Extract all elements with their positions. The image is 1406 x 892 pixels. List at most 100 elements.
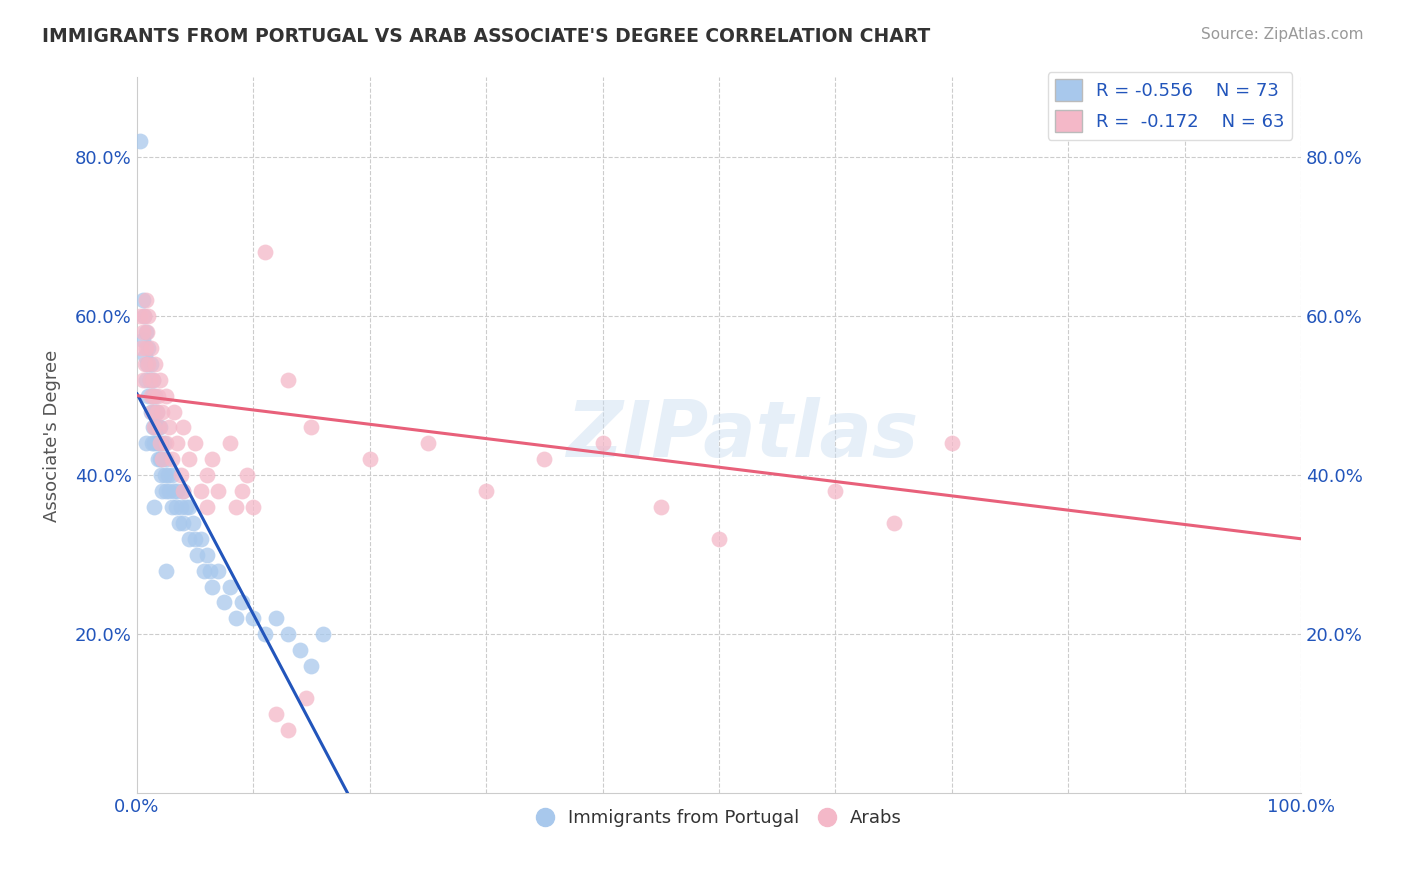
Point — [172, 484, 194, 499]
Point — [201, 452, 224, 467]
Point — [138, 341, 160, 355]
Point — [707, 532, 730, 546]
Point — [150, 404, 173, 418]
Point — [143, 420, 166, 434]
Point — [131, 293, 153, 308]
Point — [157, 484, 180, 499]
Point — [150, 484, 173, 499]
Point — [149, 420, 172, 434]
Point — [170, 468, 193, 483]
Point — [135, 436, 157, 450]
Point — [155, 389, 177, 403]
Point — [299, 659, 322, 673]
Point — [131, 333, 153, 347]
Text: ZIPatlas: ZIPatlas — [567, 398, 918, 474]
Point — [139, 341, 162, 355]
Point — [143, 404, 166, 418]
Point — [139, 404, 162, 418]
Point — [150, 452, 173, 467]
Point — [138, 309, 160, 323]
Point — [157, 420, 180, 434]
Point — [475, 484, 498, 499]
Point — [207, 564, 229, 578]
Point — [165, 500, 187, 514]
Point — [195, 500, 218, 514]
Point — [136, 325, 159, 339]
Point — [138, 389, 160, 403]
Point — [592, 436, 614, 450]
Point — [145, 420, 167, 434]
Point — [146, 389, 169, 403]
Point — [225, 500, 247, 514]
Point — [172, 516, 194, 530]
Point — [152, 436, 174, 450]
Point — [225, 611, 247, 625]
Point — [148, 420, 170, 434]
Point — [150, 436, 173, 450]
Point — [142, 373, 165, 387]
Point — [138, 373, 160, 387]
Point — [312, 627, 335, 641]
Point — [135, 293, 157, 308]
Point — [153, 468, 176, 483]
Point — [135, 325, 157, 339]
Point — [163, 404, 186, 418]
Point — [166, 484, 188, 499]
Y-axis label: Associate's Degree: Associate's Degree — [44, 350, 60, 522]
Point — [195, 468, 218, 483]
Point — [139, 389, 162, 403]
Point — [146, 420, 169, 434]
Point — [145, 404, 167, 418]
Point — [143, 389, 166, 403]
Point — [143, 436, 166, 450]
Point — [201, 580, 224, 594]
Point — [163, 484, 186, 499]
Point — [149, 436, 172, 450]
Point — [277, 627, 299, 641]
Point — [231, 484, 253, 499]
Point — [207, 484, 229, 499]
Point — [179, 452, 201, 467]
Point — [266, 706, 288, 721]
Point — [141, 436, 163, 450]
Point — [145, 436, 167, 450]
Point — [883, 516, 905, 530]
Point — [219, 580, 242, 594]
Point — [299, 420, 322, 434]
Point — [155, 452, 177, 467]
Point — [141, 404, 163, 418]
Point — [650, 500, 672, 514]
Point — [138, 357, 160, 371]
Point — [146, 452, 169, 467]
Point — [181, 516, 204, 530]
Point — [172, 420, 194, 434]
Point — [172, 484, 194, 499]
Point — [416, 436, 439, 450]
Point — [145, 357, 167, 371]
Point — [150, 468, 173, 483]
Point — [160, 500, 183, 514]
Point — [253, 627, 276, 641]
Point — [294, 690, 316, 705]
Point — [533, 452, 555, 467]
Point — [134, 357, 156, 371]
Point — [145, 389, 167, 403]
Point — [139, 357, 162, 371]
Point — [135, 373, 157, 387]
Point — [155, 564, 177, 578]
Point — [288, 643, 311, 657]
Point — [184, 532, 207, 546]
Point — [129, 309, 152, 323]
Point — [141, 389, 163, 403]
Point — [231, 595, 253, 609]
Point — [212, 595, 235, 609]
Point — [167, 516, 190, 530]
Point — [277, 373, 299, 387]
Point — [134, 349, 156, 363]
Point — [135, 341, 157, 355]
Point — [179, 500, 201, 514]
Point — [150, 452, 173, 467]
Point — [236, 468, 259, 483]
Point — [143, 500, 166, 514]
Point — [142, 373, 165, 387]
